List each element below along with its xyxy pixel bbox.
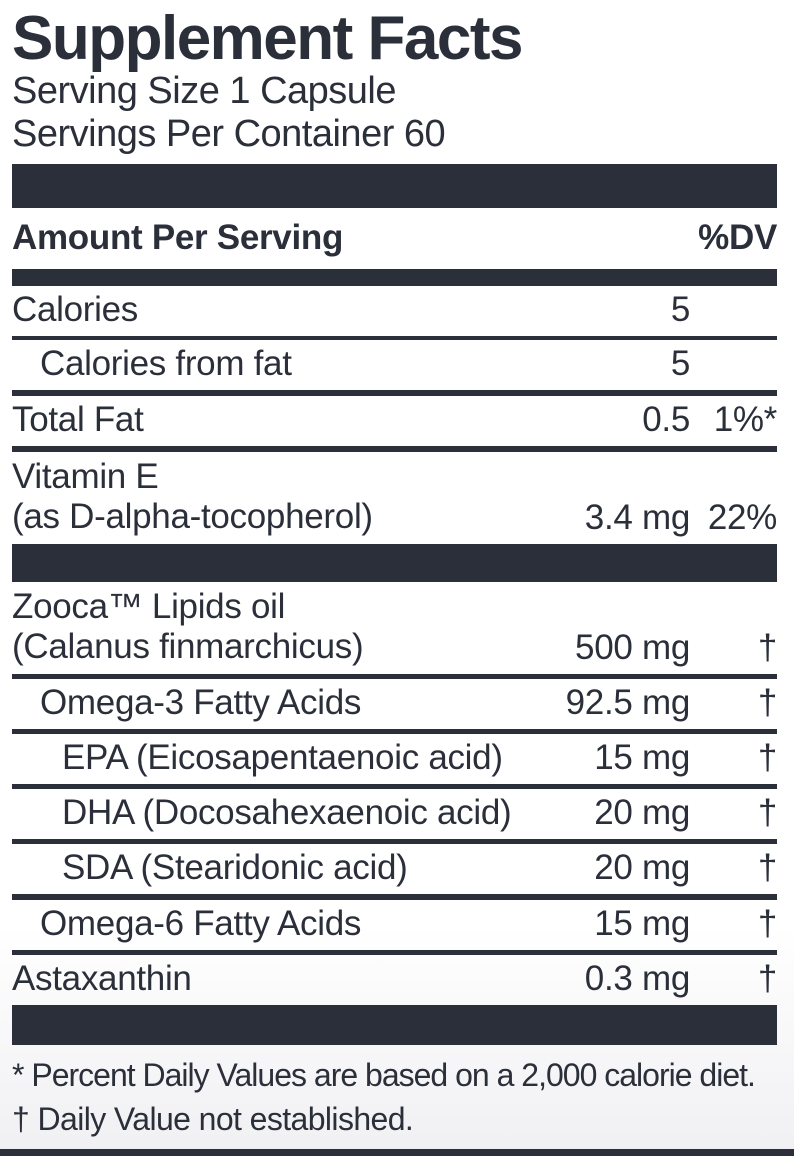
nutrient-dv: †: [757, 628, 777, 667]
nutrient-row: Astaxanthin 0.3 mg †: [12, 955, 777, 1005]
nutrient-name: Omega-3 Fatty Acids: [40, 683, 362, 722]
nutrient-row: EPA (Eicosapentaenoic acid) 15 mg †: [12, 734, 777, 784]
servings-per-container: Servings Per Container 60: [12, 113, 446, 155]
nutrient-name: DHA (Docosahexaenoic acid): [62, 793, 512, 832]
table-header-row: Amount Per Serving %DV: [12, 208, 777, 269]
bottom-edge-bar: [0, 1149, 794, 1156]
row-rule: [12, 729, 777, 734]
nutrient-dv: †: [757, 793, 777, 832]
nutrient-dv: †: [757, 683, 777, 722]
nutrient-name: Zooca™ Lipids oil (Calanus finmarchicus): [12, 587, 575, 667]
nutrient-amount: 0.3 mg: [584, 959, 691, 998]
row-rule: [12, 839, 777, 844]
percent-dv-header: %DV: [698, 218, 777, 257]
nutrient-name-line1: Zooca™ Lipids oil: [12, 587, 286, 626]
nutrient-row: Omega-6 Fatty Acids 15 mg †: [12, 900, 777, 950]
nutrient-name-line1: Vitamin E: [12, 457, 159, 496]
nutrient-name: Calories from fat: [40, 344, 292, 383]
nutrient-row: Zooca™ Lipids oil (Calanus finmarchicus)…: [12, 582, 777, 674]
nutrient-name: Astaxanthin: [12, 959, 192, 998]
header-divider-bar: [12, 269, 777, 286]
nutrient-amount: 15 mg: [594, 904, 690, 943]
row-rule: [12, 336, 777, 340]
nutrient-row: Omega-3 Fatty Acids 92.5 mg †: [12, 679, 777, 729]
nutrient-amount: 20 mg: [594, 793, 690, 832]
nutrient-name-line2: (Calanus finmarchicus): [12, 627, 364, 666]
nutrient-amount: 92.5 mg: [565, 683, 691, 722]
nutrient-name: Calories: [12, 290, 138, 329]
nutrient-amount: 5: [670, 344, 690, 383]
nutrient-name: EPA (Eicosapentaenoic acid): [62, 738, 503, 777]
nutrient-dv: †: [757, 959, 777, 998]
serving-size: Serving Size 1 Capsule: [12, 70, 397, 112]
row-rule: [12, 446, 777, 452]
nutrient-dv: †: [757, 738, 777, 777]
nutrient-amount: 0.5: [642, 400, 690, 439]
nutrient-row: Calories from fat 5: [12, 340, 777, 390]
nutrient-amount: 20 mg: [594, 848, 690, 887]
nutrient-amount: 5: [670, 290, 690, 329]
nutrient-row: Calories 5: [12, 286, 777, 336]
row-rule: [12, 894, 777, 900]
nutrient-name: Vitamin E (as D-alpha-tocopherol): [12, 457, 585, 537]
section-divider-bar: [12, 164, 777, 208]
amount-per-serving-header: Amount Per Serving: [12, 218, 344, 257]
section-divider-bar: [12, 1005, 777, 1045]
nutrient-name: Total Fat: [12, 400, 144, 439]
footnotes: * Percent Daily Values are based on a 2,…: [12, 1053, 777, 1141]
nutrient-name-line2: (as D-alpha-tocopherol): [12, 497, 373, 536]
label-title: Supplement Facts: [12, 4, 524, 73]
nutrient-dv: 1%*: [713, 400, 778, 439]
nutrient-dv: †: [757, 848, 777, 887]
nutrient-name: Omega-6 Fatty Acids: [40, 904, 362, 943]
nutrient-row: Vitamin E (as D-alpha-tocopherol) 3.4 mg…: [12, 452, 777, 544]
nutrient-amount: 15 mg: [594, 738, 690, 777]
footnote-dagger: † Daily Value not established.: [12, 1101, 414, 1137]
nutrient-row: Total Fat 0.5 1%*: [12, 396, 777, 446]
footnote-asterisk: * Percent Daily Values are based on a 2,…: [12, 1057, 756, 1093]
row-rule: [12, 784, 777, 789]
row-rule: [12, 674, 777, 679]
nutrient-dv: 22%: [707, 498, 777, 537]
nutrient-amount: 500 mg: [575, 628, 690, 667]
nutrient-amount: 3.4 mg: [584, 498, 691, 537]
nutrient-row: DHA (Docosahexaenoic acid) 20 mg †: [12, 789, 777, 839]
nutrient-row: SDA (Stearidonic acid) 20 mg †: [12, 844, 777, 894]
nutrient-dv: †: [757, 904, 777, 943]
row-rule: [12, 950, 777, 955]
nutrient-name: SDA (Stearidonic acid): [62, 848, 408, 887]
row-rule: [12, 390, 777, 396]
section-divider-bar: [12, 544, 777, 582]
